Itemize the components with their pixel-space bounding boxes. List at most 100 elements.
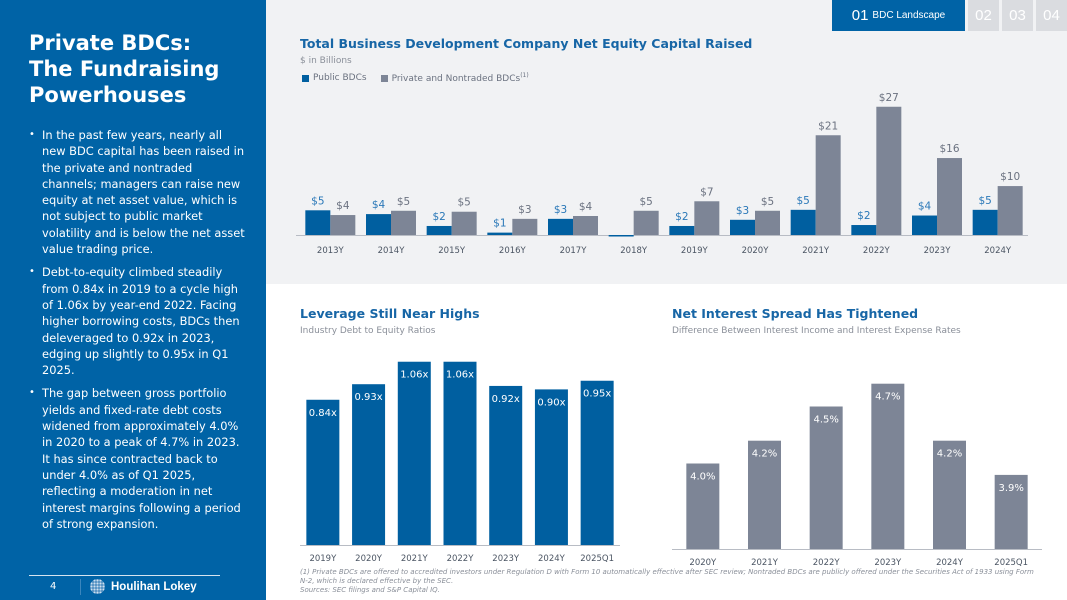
x-tick-label: 2024Y — [538, 554, 566, 564]
x-tick-label: 2021Y — [802, 246, 830, 256]
data-label-public: $3 — [554, 204, 567, 216]
capital-raised-chart: $5 $4 2013Y $4 $5 2014Y $2 $5 2015Y $1 $3 2016Y $3 $4… — [296, 92, 1028, 256]
data-label-private: $4 — [336, 200, 350, 212]
tab-02[interactable]: 02 — [968, 0, 999, 31]
x-tick-label: 2015Y — [438, 246, 466, 256]
data-label-private: $5 — [397, 196, 410, 208]
tab-04[interactable]: 04 — [1036, 0, 1067, 31]
x-tick-label: 2023Y — [492, 554, 520, 564]
tab-bdc-landscape[interactable]: 01 BDC Landscape — [832, 0, 965, 31]
title-line: Private BDCs: — [29, 31, 192, 55]
data-label: 0.84x — [309, 408, 337, 419]
bar-private — [876, 106, 902, 235]
legend-swatch-private — [380, 74, 388, 82]
capital-chart-subtitle: $ in Billions — [300, 56, 352, 66]
x-tick-label: 2024Y — [936, 558, 964, 568]
bullet-text: In the past few years, nearly all new BD… — [42, 128, 245, 257]
data-label-public: $5 — [796, 195, 809, 207]
bar-private — [755, 210, 780, 235]
bar-private — [573, 216, 598, 235]
bar-public — [851, 225, 877, 235]
bar — [809, 406, 843, 549]
bar — [306, 399, 340, 545]
bullet-item: • The gap between gross portfolio yields … — [29, 385, 249, 532]
data-label: 1.06x — [400, 370, 428, 381]
x-tick-label: 2017Y — [560, 246, 588, 256]
x-tick-label: 2023Y — [924, 246, 952, 256]
footer-divider — [29, 575, 220, 576]
footnotes: (1) Private BDCs are offered to accredit… — [300, 568, 1040, 594]
data-label-public: $5 — [978, 195, 991, 207]
data-label-public: $2 — [432, 211, 445, 223]
footnote-marker: (1) — [520, 72, 529, 79]
bar — [489, 385, 523, 545]
x-tick-label: 2022Y — [863, 246, 891, 256]
spread-chart-subtitle: Difference Between Interest Income and I… — [672, 326, 961, 336]
spread-chart-title: Net Interest Spread Has Tightened — [672, 306, 919, 321]
bar — [994, 474, 1028, 549]
bullet-item: • In the past few years, nearly all new B… — [29, 127, 249, 257]
data-label-private: $5 — [457, 197, 470, 209]
bar-public — [426, 225, 452, 235]
leverage-chart-title: Leverage Still Near Highs — [300, 306, 480, 321]
x-tick-label: 2013Y — [317, 246, 345, 256]
bar — [933, 440, 966, 549]
data-label: 0.90x — [537, 397, 565, 408]
data-label-private: $7 — [700, 186, 713, 198]
title-line: Powerhouses — [29, 83, 187, 107]
bar-public — [487, 232, 513, 235]
footer-separator — [80, 579, 81, 595]
x-tick-label: 2025Q1 — [580, 554, 614, 564]
x-tick-label: 2019Y — [681, 246, 709, 256]
bar-public — [305, 210, 331, 235]
x-tick-label: 2022Y — [813, 558, 841, 568]
footnote-disclosure: (1) Private BDCs are offered to accredit… — [300, 568, 1034, 585]
bar — [580, 380, 614, 545]
legend-swatch-public — [302, 74, 309, 82]
data-label-private: $5 — [761, 196, 774, 208]
leverage-chart-subtitle: Industry Debt to Equity Ratios — [300, 326, 436, 336]
x-tick-label: 2021Y — [751, 558, 779, 568]
x-tick-label: 2018Y — [620, 246, 648, 256]
bullet-text: The gap between gross portfolio yields a… — [42, 386, 241, 531]
data-label-public: $4 — [372, 199, 386, 211]
net-interest-spread-chart: 4.0% 2020Y 4.2% 2021Y 4.5% 2022Y 4.7% 2023Y 4.2%… — [672, 383, 1042, 568]
data-label: 4.0% — [690, 472, 715, 483]
data-label-private: $21 — [818, 120, 838, 132]
bar-public — [548, 218, 573, 235]
footnote-sources: Sources: SEC filings and S&P Capital IQ. — [300, 585, 440, 594]
tab-number: 01 — [851, 7, 869, 24]
bullet-item: • Debt-to-equity climbed steadily from 0.… — [29, 264, 249, 378]
data-label-private: $5 — [639, 196, 652, 208]
leverage-chart: 0.84x 2019Y 0.93x 2020Y 1.06x 2021Y 1.06x 2022Y… — [300, 361, 620, 564]
tab-03[interactable]: 03 — [1002, 0, 1033, 31]
sidebar: Private BDCs: The Fundraising Powerhouse… — [0, 0, 266, 600]
legend-label: Public BDCs — [313, 73, 367, 83]
data-label-private: $16 — [939, 143, 959, 155]
data-label: 3.9% — [998, 483, 1023, 494]
bullet-text: Debt-to-equity climbed steadily from 0.8… — [42, 265, 240, 378]
data-label: 1.06x — [446, 370, 474, 381]
logo-text: Houlihan Lokey — [111, 580, 197, 593]
legend-label: Private and Nontraded BDCs — [391, 74, 521, 84]
data-label-public: $1 — [493, 218, 506, 230]
data-label-public: $3 — [736, 205, 749, 217]
bar-public — [730, 219, 755, 235]
bar-private — [391, 210, 416, 235]
bar — [352, 384, 386, 545]
data-label: 4.2% — [752, 449, 777, 460]
bar-private — [815, 135, 841, 235]
bar-private — [633, 210, 659, 235]
data-label: 0.93x — [354, 392, 382, 403]
bar-public — [669, 225, 695, 235]
x-tick-label: 2020Y — [689, 558, 717, 568]
data-label: 0.95x — [583, 389, 611, 400]
data-label: 0.92x — [492, 394, 520, 405]
x-tick-label: 2021Y — [401, 554, 429, 564]
x-tick-label: 2022Y — [447, 554, 475, 564]
bullet-list: • In the past few years, nearly all new B… — [29, 127, 249, 539]
data-label: 4.5% — [813, 415, 838, 426]
data-label-private: $10 — [1000, 171, 1020, 183]
bar-public — [972, 209, 998, 235]
page-number: 4 — [50, 581, 57, 592]
